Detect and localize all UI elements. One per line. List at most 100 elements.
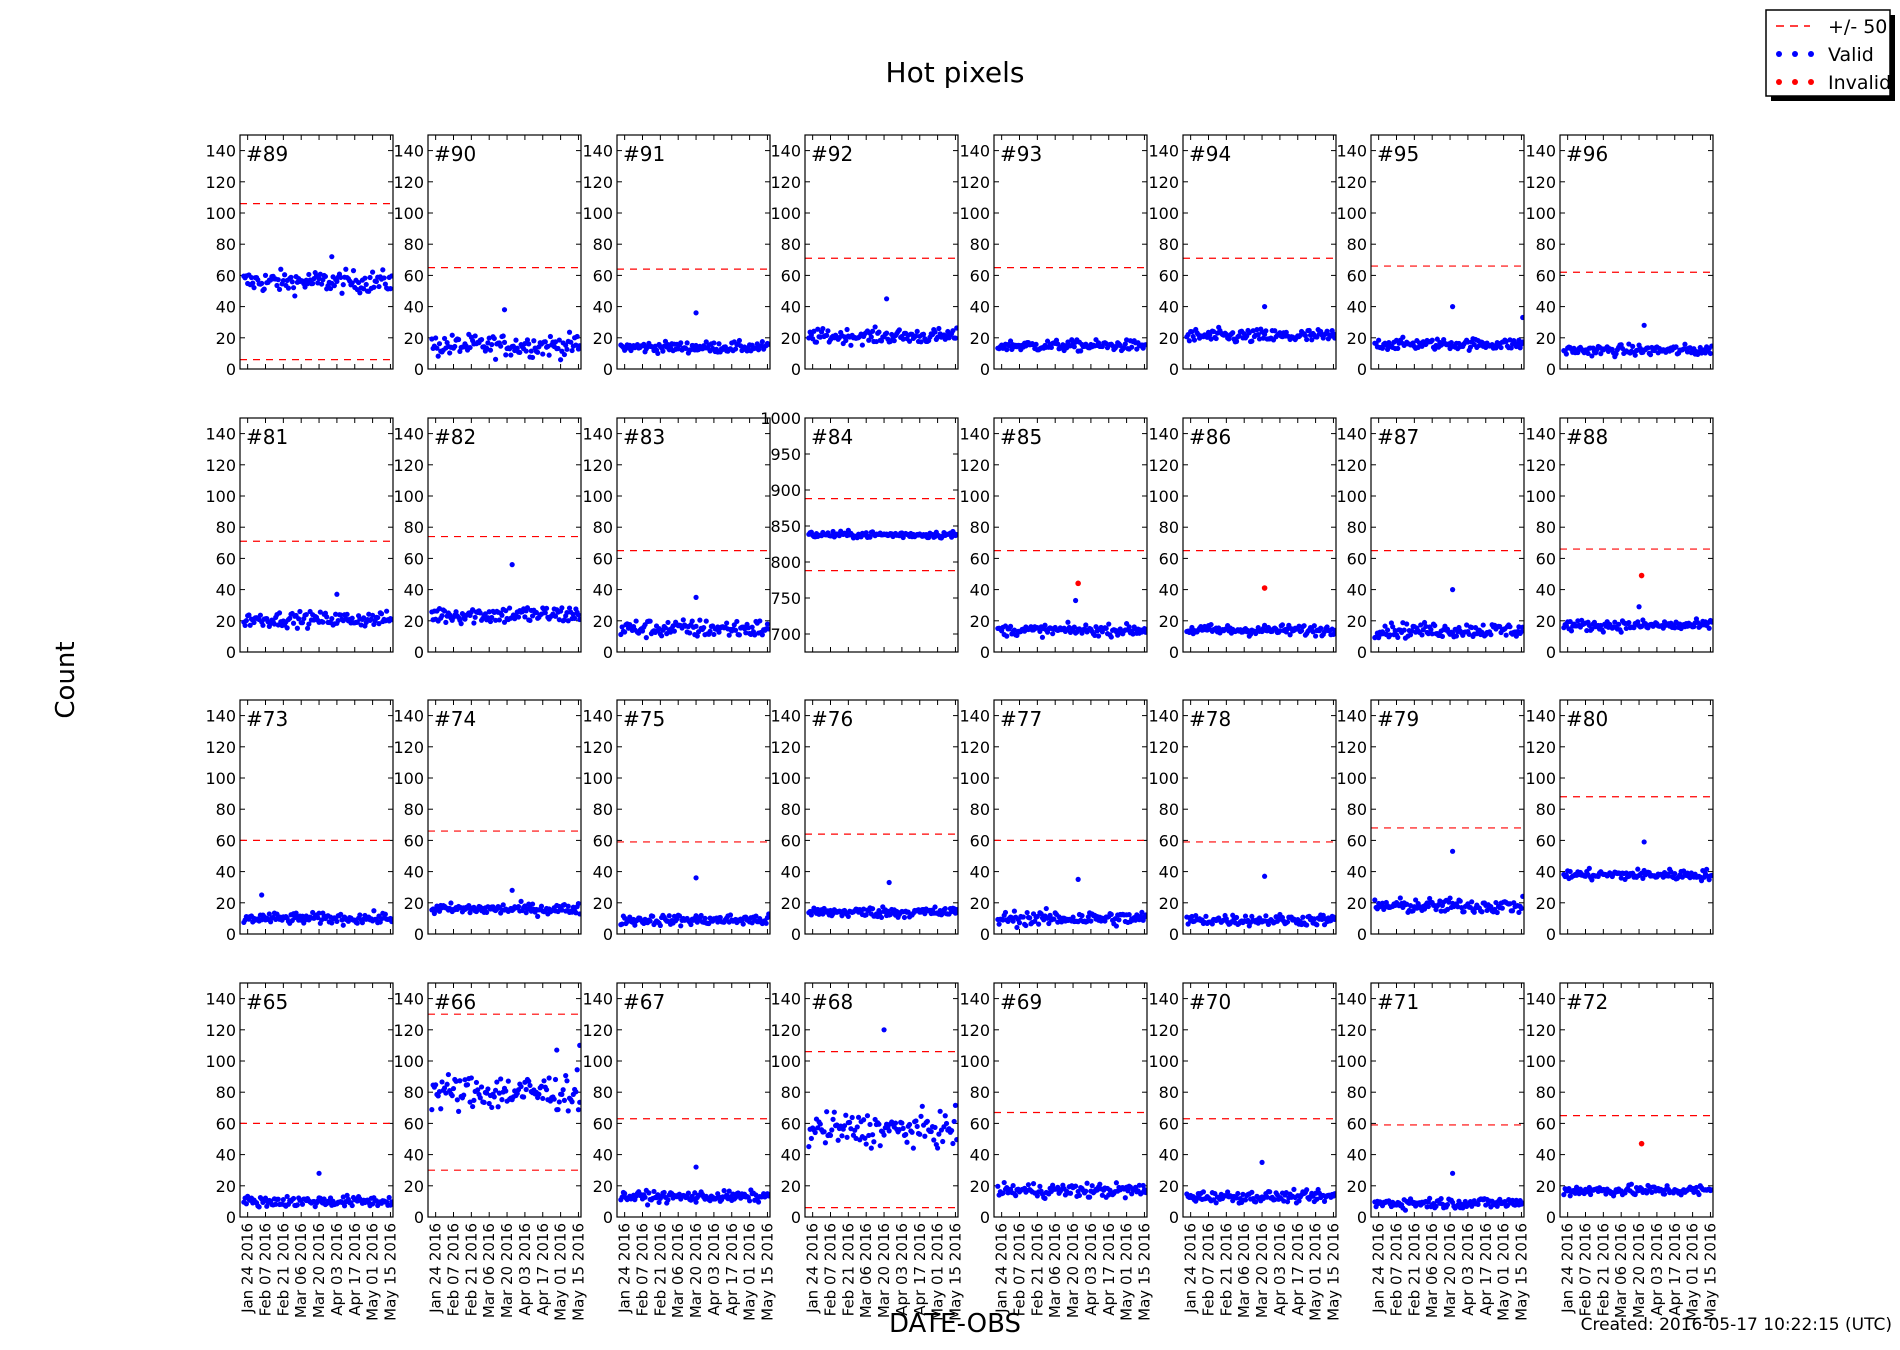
valid-point [1108, 911, 1114, 918]
y-tick-label: 80 [216, 1083, 236, 1102]
valid-point [1464, 622, 1470, 628]
valid-point [1071, 344, 1077, 350]
panel-74: 0 20 40 60 80 100 120 140 #74 [393, 699, 582, 944]
y-tick-label: 60 [1536, 831, 1556, 850]
y-tick-label: 60 [970, 1114, 990, 1133]
valid-point [619, 921, 625, 927]
valid-point [556, 337, 562, 343]
valid-point [745, 625, 751, 631]
valid-point [481, 1099, 487, 1105]
valid-point [565, 903, 571, 909]
valid-point [900, 1125, 906, 1131]
valid-point [643, 635, 649, 641]
valid-point [257, 612, 263, 618]
valid-point [1233, 914, 1240, 921]
y-tick-label: 40 [1347, 863, 1367, 882]
valid-point [564, 1078, 570, 1084]
valid-point [639, 628, 646, 634]
valid-point [1513, 633, 1519, 639]
valid-point [1093, 624, 1099, 630]
valid-point [1296, 623, 1302, 629]
valid-point [1376, 337, 1382, 343]
panel-frame [1182, 699, 1337, 935]
valid-point [247, 622, 253, 628]
valid-point [429, 1107, 435, 1113]
panel-label: #75 [623, 707, 665, 731]
valid-point [341, 1203, 348, 1209]
valid-point [243, 617, 249, 624]
valid-point [1051, 916, 1057, 922]
y-tick-label: 0 [414, 643, 424, 662]
y-tick-label: 40 [970, 863, 990, 882]
y-tick-label: 120 [205, 173, 236, 192]
valid-point [1447, 895, 1453, 901]
valid-point [839, 913, 845, 919]
valid-point [531, 338, 537, 344]
valid-point [1636, 604, 1642, 610]
valid-point [1314, 922, 1320, 928]
valid-point [881, 1132, 887, 1138]
valid-point [1453, 633, 1460, 639]
panel-label: #83 [623, 425, 665, 449]
y-tick-label: 1000 [760, 409, 801, 428]
valid-point [995, 1183, 1001, 1189]
y-tick-label: 20 [216, 1177, 236, 1196]
valid-point [290, 620, 297, 626]
valid-point [716, 629, 722, 635]
valid-point [1245, 627, 1251, 634]
valid-point [367, 274, 373, 281]
panel-frame [1559, 417, 1714, 653]
valid-point [472, 333, 478, 339]
valid-point [806, 1143, 812, 1150]
valid-point [1421, 619, 1428, 626]
valid-point [1466, 631, 1472, 637]
y-tick-label: 0 [1546, 925, 1556, 944]
x-tick-label: Apr 03 2016 [516, 1223, 534, 1316]
valid-point [533, 609, 539, 616]
x-tick-label: Jan 24 2016 [239, 1223, 257, 1314]
valid-point [482, 611, 488, 617]
valid-point [1438, 908, 1444, 914]
valid-point [1302, 332, 1308, 339]
valid-point [848, 342, 854, 348]
legend-invalid-marker [1776, 79, 1814, 85]
valid-point [1075, 876, 1081, 883]
valid-point [362, 275, 368, 281]
valid-point [1488, 904, 1494, 910]
valid-point [1575, 349, 1581, 356]
valid-point [703, 618, 709, 624]
valid-point [1075, 1188, 1081, 1195]
valid-point [1586, 865, 1592, 871]
panel-frame [804, 134, 959, 370]
valid-point [503, 352, 509, 358]
valid-point [954, 906, 958, 913]
y-tick-label: 0 [414, 925, 424, 944]
valid-point [554, 1047, 560, 1053]
y-tick-label: 140 [770, 990, 801, 1009]
panel-label: #73 [246, 707, 288, 731]
y-tick-label: 120 [770, 1021, 801, 1040]
valid-point [1139, 909, 1145, 915]
valid-point [518, 1083, 524, 1090]
valid-point [1191, 337, 1198, 343]
panel-frame [239, 417, 394, 653]
valid-point [1313, 633, 1319, 639]
valid-point [645, 1202, 651, 1208]
valid-point [844, 1134, 850, 1140]
valid-point [1000, 917, 1006, 923]
valid-point [290, 1195, 297, 1202]
panel-plot-area [240, 203, 393, 361]
panel-label: #88 [1566, 425, 1608, 449]
valid-point [1616, 621, 1622, 627]
valid-point [433, 335, 439, 341]
valid-point [1640, 875, 1646, 881]
valid-point [564, 609, 570, 616]
valid-point [290, 285, 297, 291]
y-tick-label: 20 [781, 329, 801, 348]
valid-point [577, 911, 581, 917]
valid-point [444, 1081, 450, 1087]
valid-point [1208, 621, 1214, 628]
valid-point [1263, 913, 1269, 919]
valid-point [747, 1198, 753, 1204]
valid-point [1038, 911, 1044, 917]
